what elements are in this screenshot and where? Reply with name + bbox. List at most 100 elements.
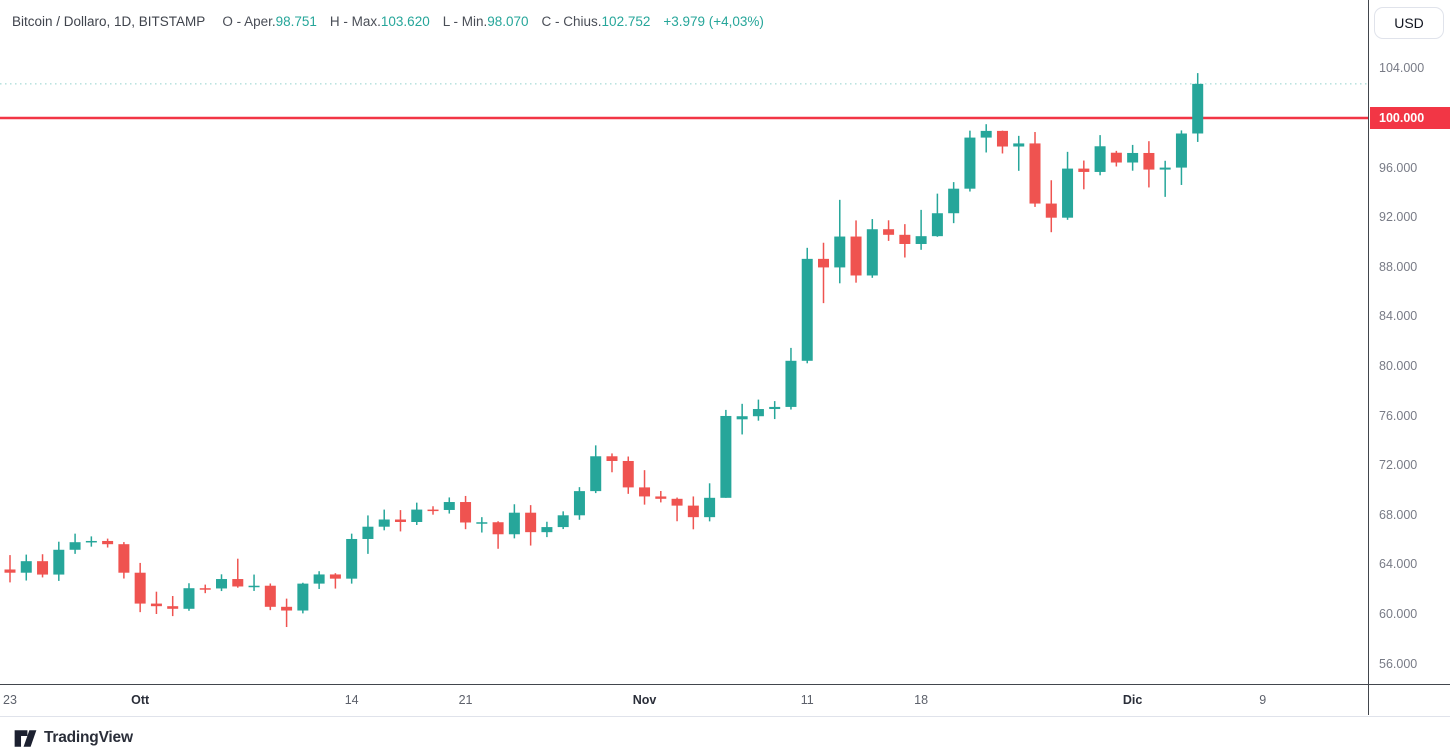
candle-body (866, 229, 878, 276)
candle-body (378, 519, 390, 527)
candle-body (1029, 143, 1041, 204)
horizontal-price-line[interactable] (0, 116, 1368, 120)
chart-canvas[interactable] (0, 0, 1368, 684)
candle-wick (237, 558, 239, 588)
candle-body (134, 572, 146, 604)
high-value: 103.620 (380, 13, 430, 29)
candle-body (183, 588, 195, 609)
candle-body (720, 415, 732, 498)
candle-body (1175, 133, 1187, 168)
candle-wick (1164, 160, 1166, 197)
candle-wick (171, 596, 174, 617)
candle-body (948, 188, 960, 214)
candle-body (167, 606, 179, 609)
candle-body (850, 236, 862, 276)
candle-wick (481, 517, 483, 533)
candle-wick (773, 401, 776, 420)
candle-wick (920, 209, 922, 250)
candle-body (1078, 168, 1090, 172)
candle-body (362, 526, 374, 539)
candle-body (834, 236, 846, 268)
tradingview-brand-text: TradingView (44, 729, 133, 746)
candle-body (736, 416, 748, 420)
currency-toggle-button[interactable]: USD (1374, 7, 1444, 39)
candle-wick (253, 574, 255, 591)
price-tick-label: 60.000 (1379, 607, 1418, 621)
candle-body (1143, 152, 1155, 170)
low-value: 98.070 (487, 13, 529, 29)
candle-body (281, 606, 293, 611)
time-tick-label: 18 (914, 693, 929, 707)
candle-body (492, 522, 504, 535)
candle-body (508, 512, 520, 535)
candle-body (622, 460, 634, 488)
candle-wick (334, 573, 337, 589)
price-axis[interactable]: 100.000 104.000 96.000 92.000 88.000 84.000 8… (1368, 0, 1450, 684)
close-value: 102.752 (601, 13, 651, 29)
time-tick-label: Ott (131, 693, 150, 707)
candle-body (818, 258, 829, 268)
candle-body (118, 544, 130, 573)
candle-body (687, 505, 699, 518)
ohlc-low: L - Min.98.070 (443, 14, 529, 29)
candle-body (541, 527, 553, 533)
candle-body (460, 502, 472, 523)
tradingview-logo[interactable]: TradingView (14, 726, 133, 750)
candle-body (1045, 203, 1057, 218)
candle-body (150, 603, 162, 607)
candle-body (313, 574, 325, 584)
price-tick-label: 64.000 (1379, 557, 1418, 572)
candle-body (752, 409, 764, 417)
time-tick-label: 11 (800, 693, 814, 707)
price-tick-label: 92.000 (1379, 210, 1418, 225)
price-tick-label: 104.000 (1379, 61, 1425, 76)
candle-body (785, 360, 797, 407)
symbol-legend: Bitcoin / Dollaro, 1D, BITSTAMP O - Aper… (12, 12, 764, 30)
candlestick-chart[interactable] (0, 0, 1368, 684)
candle-body (899, 234, 911, 244)
close-label: C - Chius. (541, 13, 602, 29)
high-label: H - Max. (329, 13, 381, 29)
candle-body (1110, 152, 1122, 163)
candle-body (704, 497, 716, 518)
price-tick-label: 80.000 (1379, 359, 1418, 373)
candle-body (102, 540, 114, 545)
candle-body (1094, 146, 1106, 172)
candle-body (85, 540, 97, 543)
time-axis[interactable]: 23 Ott 14 21 Nov 11 18 Dic 9 (0, 684, 1450, 717)
price-line-label: 100.000 (1370, 107, 1450, 129)
open-value: 98.751 (275, 13, 317, 29)
candle-wick (611, 453, 613, 473)
candle-body (1013, 143, 1025, 147)
candle-wick (822, 242, 825, 304)
candle-wick (985, 124, 987, 153)
time-tick-label: 9 (1259, 693, 1267, 707)
candle-wick (1083, 160, 1085, 190)
ohlc-high: H - Max.103.620 (330, 14, 430, 29)
candle-body (329, 574, 341, 579)
candle-body (476, 522, 488, 524)
axis-corner-separator (1368, 685, 1369, 715)
candle-body (931, 213, 943, 237)
candle-body (427, 509, 439, 512)
price-tick-label: 68.000 (1379, 507, 1418, 522)
candle-wick (497, 521, 499, 549)
time-tick-label: Dic (1122, 693, 1143, 707)
price-tick-label: 88.000 (1379, 259, 1418, 274)
candle-body (1127, 152, 1139, 163)
open-label: O - Aper. (222, 13, 276, 29)
candle-body (443, 502, 455, 510)
time-tick-label: 14 (344, 693, 359, 707)
candle-wick (285, 598, 288, 628)
candle-body (216, 579, 228, 589)
price-tick-label: 84.000 (1379, 309, 1418, 324)
price-tick-label: 96.000 (1379, 160, 1418, 175)
price-tick-label: 72.000 (1379, 458, 1418, 473)
tradingview-mark-icon (14, 729, 37, 747)
candle-wick (9, 555, 11, 583)
candle-body (964, 137, 976, 189)
candle-body (248, 585, 260, 588)
symbol-title[interactable]: Bitcoin / Dollaro, 1D, BITSTAMP (12, 13, 206, 29)
time-tick-label: Nov (632, 693, 657, 707)
